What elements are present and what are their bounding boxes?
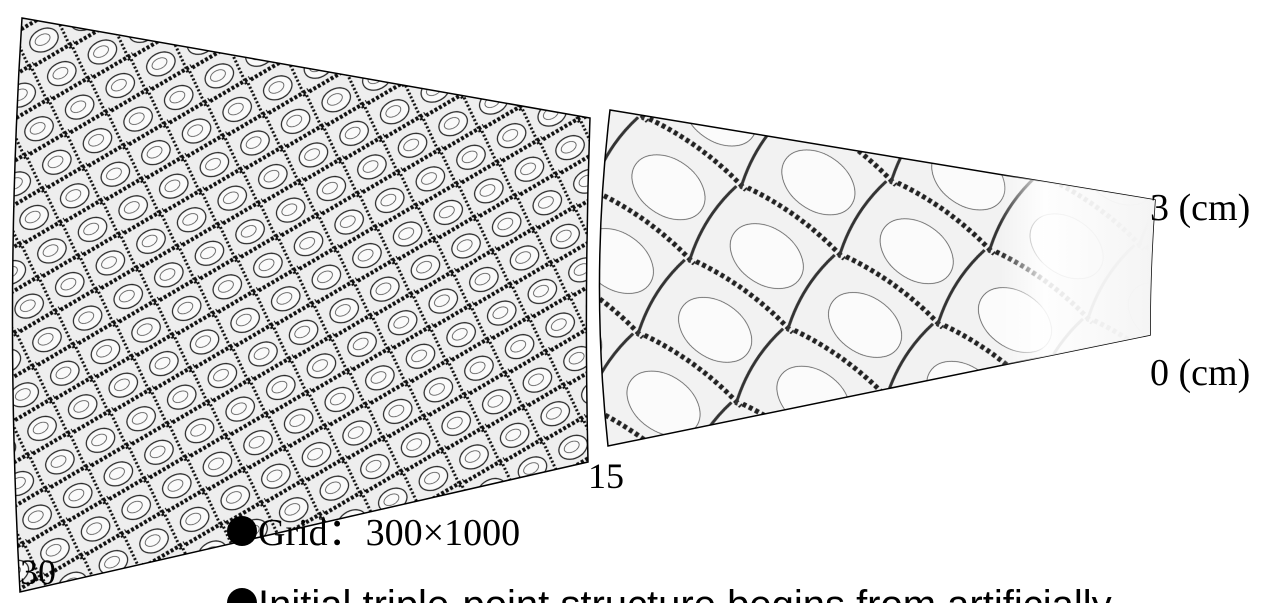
slide: 3 (cm) 0 (cm) 15 30 Grid：300×1000 Initia… xyxy=(0,0,1268,603)
label-top: 3 (cm) xyxy=(1150,187,1250,229)
label-bottom: 0 (cm) xyxy=(1150,352,1250,394)
left-simulation xyxy=(12,18,590,592)
bullet-icon xyxy=(227,516,257,546)
bullet-text: Initial triple-point structure begins fr… xyxy=(258,583,1112,603)
right-fade xyxy=(599,110,1155,446)
bullet-text: Grid：300×1000 xyxy=(258,512,520,554)
bullet-icon xyxy=(227,588,257,603)
figure: 3 (cm) 0 (cm) 15 30 Grid：300×1000 Initia… xyxy=(0,0,1268,603)
label-15: 15 xyxy=(588,456,624,496)
label-30: 30 xyxy=(20,552,56,592)
